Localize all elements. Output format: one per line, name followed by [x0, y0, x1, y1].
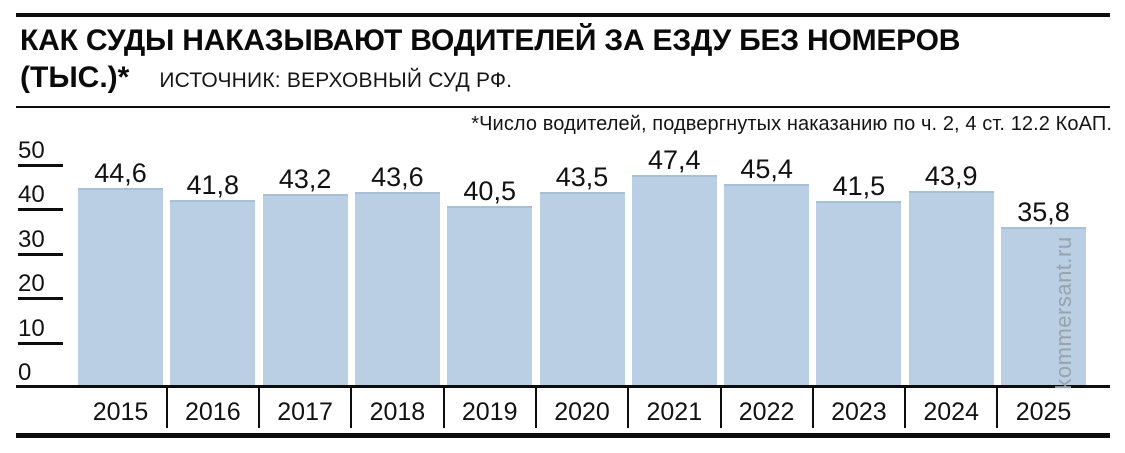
x-axis-label: 2018 [369, 398, 426, 426]
x-axis-separator [627, 386, 630, 428]
y-axis-tick-label: 30 [18, 225, 45, 253]
x-axis-label: 2023 [831, 398, 887, 426]
bar-value-label: 43,9 [924, 160, 978, 191]
y-axis-tick-label: 20 [18, 270, 45, 297]
x-axis-separator [258, 386, 260, 428]
header: КАК СУДЫ НАКАЗЫВАЮТ ВОДИТЕЛЕЙ ЗА ЕЗДУ БЕ… [20, 22, 960, 99]
bar-2020 [539, 192, 625, 386]
title-divider-rule [16, 106, 1110, 108]
source-label: ИСТОЧНИК: ВЕРХОВНЫЙ СУД РФ. [159, 69, 513, 92]
watermark-text: kommersant.ru [1051, 236, 1076, 390]
x-axis-label: 2015 [92, 398, 149, 426]
bar-2015 [78, 187, 163, 386]
x-axis-label: 2025 [1015, 398, 1072, 426]
x-axis-separator [534, 386, 537, 428]
x-axis-separator [165, 386, 168, 428]
bar-2018 [354, 191, 440, 386]
chart-title: КАК СУДЫ НАКАЗЫВАЮТ ВОДИТЕЛЕЙ ЗА ЕЗДУ БЕ… [20, 24, 961, 57]
x-axis-separator [904, 386, 907, 428]
x-axis-label: 2022 [738, 398, 795, 426]
y-axis-tick-line [18, 163, 63, 167]
x-axis-separator [811, 386, 814, 428]
x-axis-line [16, 385, 1110, 388]
bar-value-label: 40,5 [463, 175, 516, 206]
bar-2016 [170, 199, 256, 386]
bar-2019 [447, 205, 533, 386]
top-rule [16, 13, 1110, 17]
y-axis-tick-line [18, 208, 63, 211]
bar-value-label: 47,4 [648, 145, 701, 176]
bar-2025 [1001, 226, 1086, 386]
y-axis-tick-line [18, 341, 63, 345]
chart-unit-label: (ТЫС.)* [20, 61, 130, 94]
x-axis-separator [996, 386, 999, 428]
bar-value-label: 43,6 [371, 161, 424, 192]
y-axis-tick-label: 0 [18, 359, 32, 386]
y-axis-tick-line [18, 252, 63, 256]
x-axis-label: 2017 [277, 398, 333, 426]
y-axis-tick-label: 50 [18, 136, 45, 164]
bar-value-label: 45,4 [740, 153, 793, 184]
x-axis-separator [442, 386, 445, 428]
bar-value-label: 44,6 [94, 157, 147, 188]
bottom-rule [16, 433, 1110, 438]
bar-2021 [631, 175, 717, 386]
x-axis-label: 2020 [554, 398, 610, 426]
x-axis-separator [350, 386, 353, 428]
footnote: *Число водителей, подвергнутых наказанию… [471, 113, 1112, 135]
x-axis-label: 2024 [923, 398, 979, 426]
bar-value-label: 41,5 [832, 171, 886, 202]
chart-subtitle-row: (ТЫС.)* ИСТОЧНИК: ВЕРХОВНЫЙ СУД РФ. [20, 60, 960, 99]
bar-2023 [816, 201, 902, 386]
y-axis-tick-label: 40 [18, 181, 45, 208]
x-axis-label: 2019 [461, 398, 518, 426]
bar-2024 [908, 190, 994, 386]
bar-value-label: 43,2 [278, 163, 332, 194]
x-axis-label: 2021 [646, 398, 703, 426]
bar-2017 [262, 193, 348, 386]
y-axis-tick-line [18, 297, 63, 300]
bar-value-label: 35,8 [1017, 196, 1070, 227]
y-axis-tick-label: 10 [18, 314, 45, 342]
bar-2022 [724, 183, 810, 386]
x-axis-label: 2016 [184, 398, 241, 426]
x-axis-separator [719, 386, 722, 428]
bar-value-label: 43,5 [555, 162, 609, 193]
bar-value-label: 41,8 [186, 169, 240, 200]
